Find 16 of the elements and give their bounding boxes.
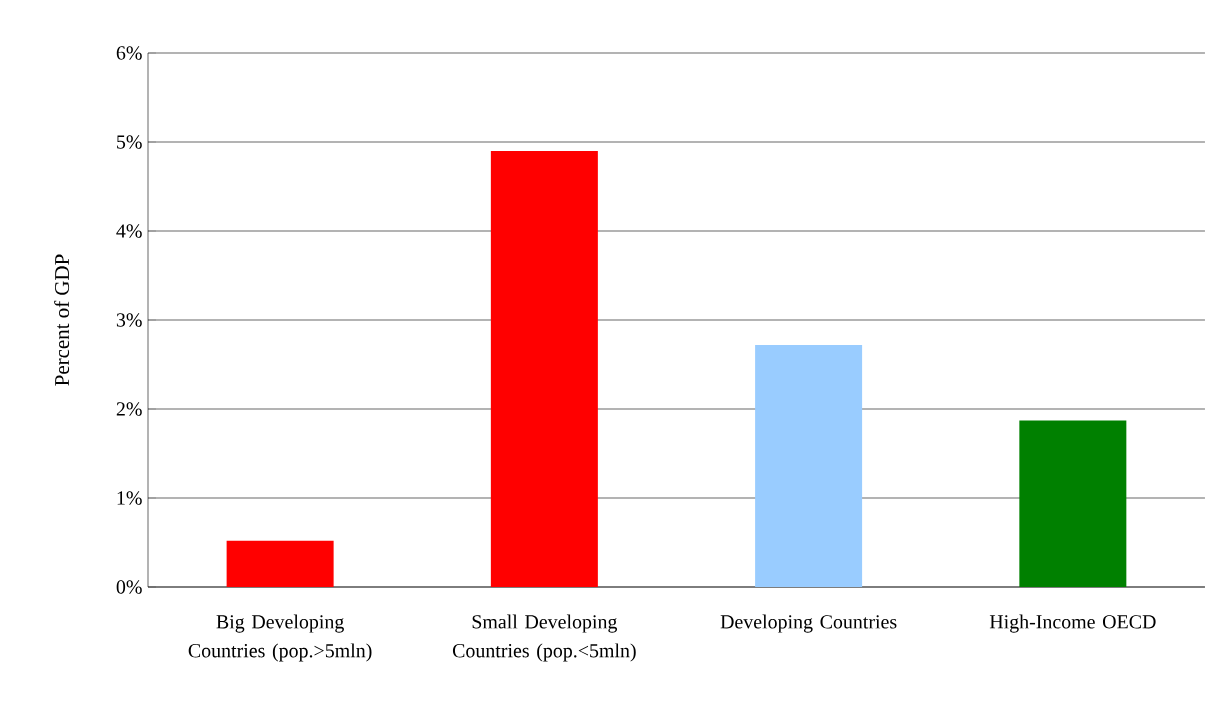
bar xyxy=(1019,420,1127,587)
bar xyxy=(755,344,863,587)
x-tick-label: Developing Countries xyxy=(720,614,897,633)
y-tick-label: 5% xyxy=(117,135,142,149)
y-tick-label: 3% xyxy=(116,313,142,327)
y-tick-label: 6% xyxy=(116,46,142,60)
x-tick-label: Big Developing Countries (pop.>5mln) xyxy=(188,614,372,662)
y-tick-label: 4% xyxy=(116,224,142,238)
bar xyxy=(490,150,598,587)
y-axis-title: Percent of GDP xyxy=(54,254,70,386)
y-tick-label: 1% xyxy=(117,491,142,505)
y-tick-label: 0% xyxy=(116,580,142,594)
y-tick-label: 2% xyxy=(116,402,142,416)
x-tick-label: High-Income OECD xyxy=(989,614,1156,633)
x-tick-label: Small Developing Countries (pop.<5mln) xyxy=(452,614,636,662)
bar xyxy=(226,540,334,587)
